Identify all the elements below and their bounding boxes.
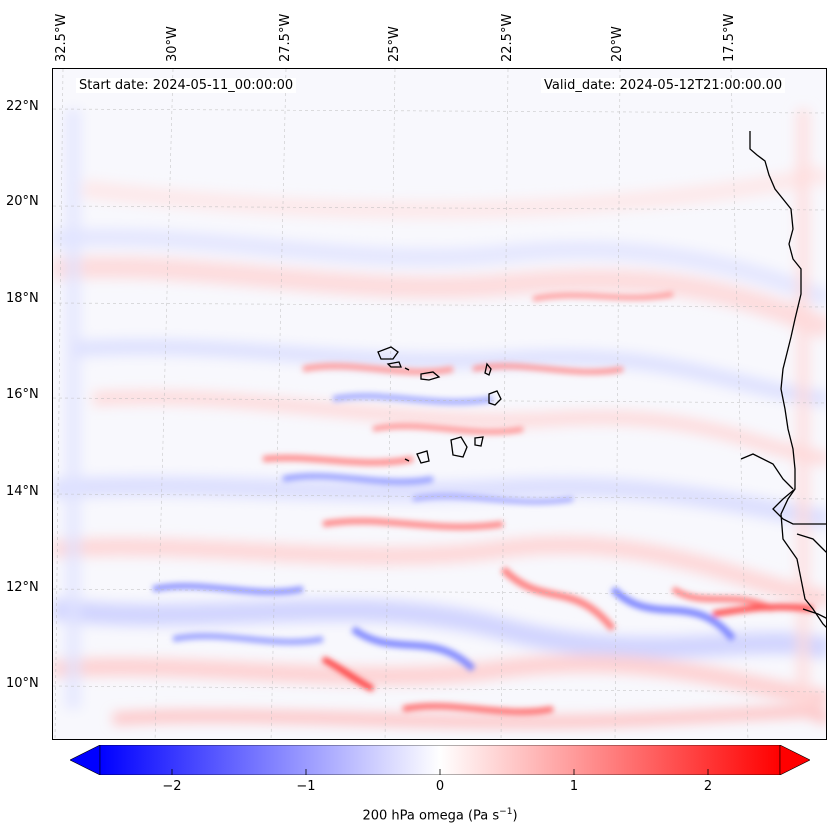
colorbar-min-extend bbox=[70, 745, 101, 775]
colorbar-tick-minus1: −1 bbox=[296, 779, 316, 794]
lon-label-22-5w: 22.5°W bbox=[500, 13, 515, 62]
lon-label-20w: 20°W bbox=[610, 26, 625, 62]
valid-date-text: Valid_date: 2024-05-12T21:00:00.00 bbox=[541, 78, 786, 93]
lat-label-20n: 20°N bbox=[6, 194, 39, 209]
colorbar-tick-2: 2 bbox=[703, 779, 713, 794]
lon-label-30w: 30°W bbox=[165, 26, 180, 62]
lon-label-27-5w: 27.5°W bbox=[278, 13, 293, 62]
lat-label-22n: 22°N bbox=[6, 99, 39, 114]
lat-label-18n: 18°N bbox=[6, 291, 39, 306]
start-date-text: Start date: 2024-05-11_00:00:00 bbox=[76, 78, 297, 93]
lat-label-10n: 10°N bbox=[6, 676, 39, 691]
graticule bbox=[53, 69, 826, 739]
colorbar bbox=[70, 745, 810, 775]
lon-label-25w: 25°W bbox=[387, 26, 402, 62]
colorbar-max-extend bbox=[779, 745, 810, 775]
field-detail bbox=[152, 291, 814, 715]
lat-label-12n: 12°N bbox=[6, 580, 39, 595]
colorbar-label-main: 200 hPa omega (Pa s bbox=[362, 808, 500, 824]
field-streaks bbox=[53, 109, 826, 728]
colorbar-label-end: ) bbox=[512, 808, 518, 824]
lon-label-17-5w: 17.5°W bbox=[722, 13, 737, 62]
colorbar-tick-marks bbox=[171, 769, 709, 775]
lat-label-14n: 14°N bbox=[6, 484, 39, 499]
colorbar-tick-1: 1 bbox=[569, 779, 579, 794]
omega-field bbox=[53, 69, 826, 739]
lat-label-16n: 16°N bbox=[6, 387, 39, 402]
colorbar-tick-minus2: −2 bbox=[162, 779, 182, 794]
colorbar-label: 200 hPa omega (Pa s−1) bbox=[0, 807, 837, 823]
colorbar-tick-0: 0 bbox=[435, 779, 445, 794]
colorbar-label-sup: −1 bbox=[499, 807, 513, 817]
map-panel bbox=[52, 68, 827, 740]
lon-label-32-5w: 32.5°W bbox=[54, 13, 69, 62]
coastline bbox=[377, 131, 826, 628]
